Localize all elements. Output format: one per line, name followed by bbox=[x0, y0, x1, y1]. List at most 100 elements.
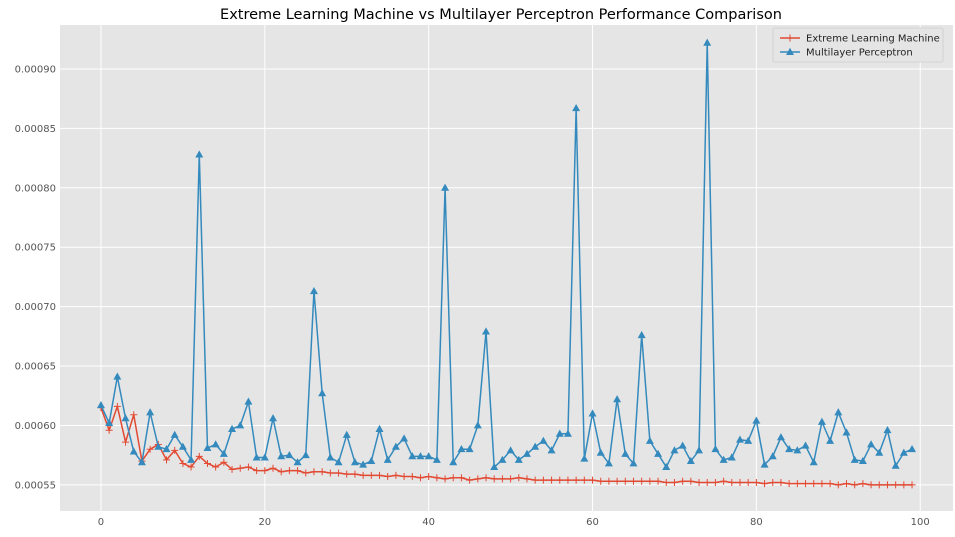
data-point bbox=[720, 477, 728, 485]
data-point bbox=[548, 476, 556, 484]
data-point bbox=[629, 477, 637, 485]
data-point bbox=[605, 477, 613, 485]
data-point bbox=[277, 468, 285, 476]
data-point bbox=[342, 430, 351, 438]
data-point bbox=[490, 462, 499, 470]
data-point bbox=[449, 458, 458, 466]
y-tick-label: 0.00060 bbox=[15, 421, 56, 432]
data-point bbox=[703, 478, 711, 486]
data-point bbox=[654, 449, 663, 457]
data-point bbox=[163, 456, 171, 464]
x-tick-label: 20 bbox=[258, 517, 271, 528]
data-point bbox=[392, 471, 400, 479]
data-point bbox=[711, 445, 720, 453]
x-tick-label: 40 bbox=[422, 517, 435, 528]
data-point bbox=[777, 478, 785, 486]
data-point bbox=[146, 408, 155, 416]
data-point bbox=[883, 425, 892, 434]
data-point bbox=[875, 448, 884, 456]
data-point bbox=[350, 458, 359, 466]
data-point bbox=[523, 475, 531, 483]
data-point bbox=[785, 480, 793, 488]
data-point bbox=[850, 455, 859, 463]
x-tick-label: 0 bbox=[98, 517, 104, 528]
data-point bbox=[826, 480, 834, 488]
data-point bbox=[515, 474, 523, 482]
data-point bbox=[465, 445, 474, 453]
data-point bbox=[785, 445, 794, 453]
data-point bbox=[154, 442, 163, 450]
data-point bbox=[343, 470, 351, 478]
y-tick-label: 0.00085 bbox=[15, 124, 56, 135]
data-point bbox=[883, 481, 891, 489]
data-point bbox=[146, 445, 154, 453]
data-point bbox=[457, 445, 466, 453]
data-point bbox=[588, 409, 597, 417]
data-point bbox=[613, 395, 622, 403]
data-point bbox=[384, 473, 392, 481]
data-point bbox=[899, 448, 908, 456]
data-point bbox=[244, 397, 253, 405]
data-point bbox=[802, 480, 810, 488]
data-point bbox=[121, 414, 130, 422]
series-layer bbox=[96, 38, 917, 489]
data-point bbox=[670, 478, 678, 486]
legend-label-mlp: Multilayer Perceptron bbox=[806, 48, 913, 59]
data-point bbox=[727, 453, 736, 461]
data-point bbox=[638, 477, 646, 485]
data-point bbox=[137, 458, 146, 466]
data-point bbox=[580, 476, 588, 484]
data-point bbox=[817, 417, 826, 425]
data-point bbox=[441, 475, 449, 483]
data-point bbox=[219, 449, 228, 457]
data-point bbox=[253, 467, 261, 475]
data-point bbox=[391, 442, 400, 450]
data-point bbox=[859, 480, 867, 488]
data-point bbox=[130, 411, 138, 419]
y-tick-label: 0.00080 bbox=[15, 183, 56, 194]
data-point bbox=[776, 433, 785, 441]
data-point bbox=[228, 424, 237, 432]
chart-title: Extreme Learning Machine vs Multilayer P… bbox=[220, 7, 782, 23]
legend: Extreme Learning Machine Multilayer Perc… bbox=[772, 27, 944, 63]
data-point bbox=[842, 480, 850, 488]
data-point bbox=[400, 434, 409, 442]
data-point bbox=[662, 478, 670, 486]
data-point bbox=[203, 443, 212, 451]
data-point bbox=[760, 460, 769, 468]
data-point bbox=[318, 389, 327, 397]
data-point bbox=[309, 286, 318, 295]
data-point bbox=[556, 476, 564, 484]
data-point bbox=[522, 449, 531, 457]
data-point bbox=[498, 455, 507, 463]
legend-label-elm: Extreme Learning Machine bbox=[806, 34, 940, 45]
data-point bbox=[891, 461, 900, 469]
data-point bbox=[834, 408, 843, 416]
series-line bbox=[100, 405, 913, 486]
data-point bbox=[752, 478, 760, 486]
data-point bbox=[834, 481, 842, 489]
data-point bbox=[547, 446, 556, 454]
data-point bbox=[646, 477, 654, 485]
data-point bbox=[236, 421, 245, 429]
data-point bbox=[498, 475, 506, 483]
data-point bbox=[604, 459, 613, 467]
data-point bbox=[367, 456, 376, 465]
data-point bbox=[416, 474, 424, 482]
data-point bbox=[695, 478, 703, 486]
x-tick-label: 80 bbox=[750, 517, 763, 528]
data-point bbox=[236, 464, 244, 472]
data-point bbox=[490, 475, 498, 483]
y-tick-label: 0.00055 bbox=[15, 480, 56, 491]
data-point bbox=[424, 452, 433, 460]
data-point bbox=[728, 478, 736, 486]
data-point bbox=[679, 477, 687, 485]
data-point bbox=[416, 452, 425, 460]
data-point bbox=[867, 440, 876, 448]
data-point bbox=[793, 480, 801, 488]
data-point bbox=[563, 429, 572, 437]
data-point bbox=[572, 476, 580, 484]
data-point bbox=[375, 424, 384, 432]
data-point bbox=[432, 455, 441, 463]
